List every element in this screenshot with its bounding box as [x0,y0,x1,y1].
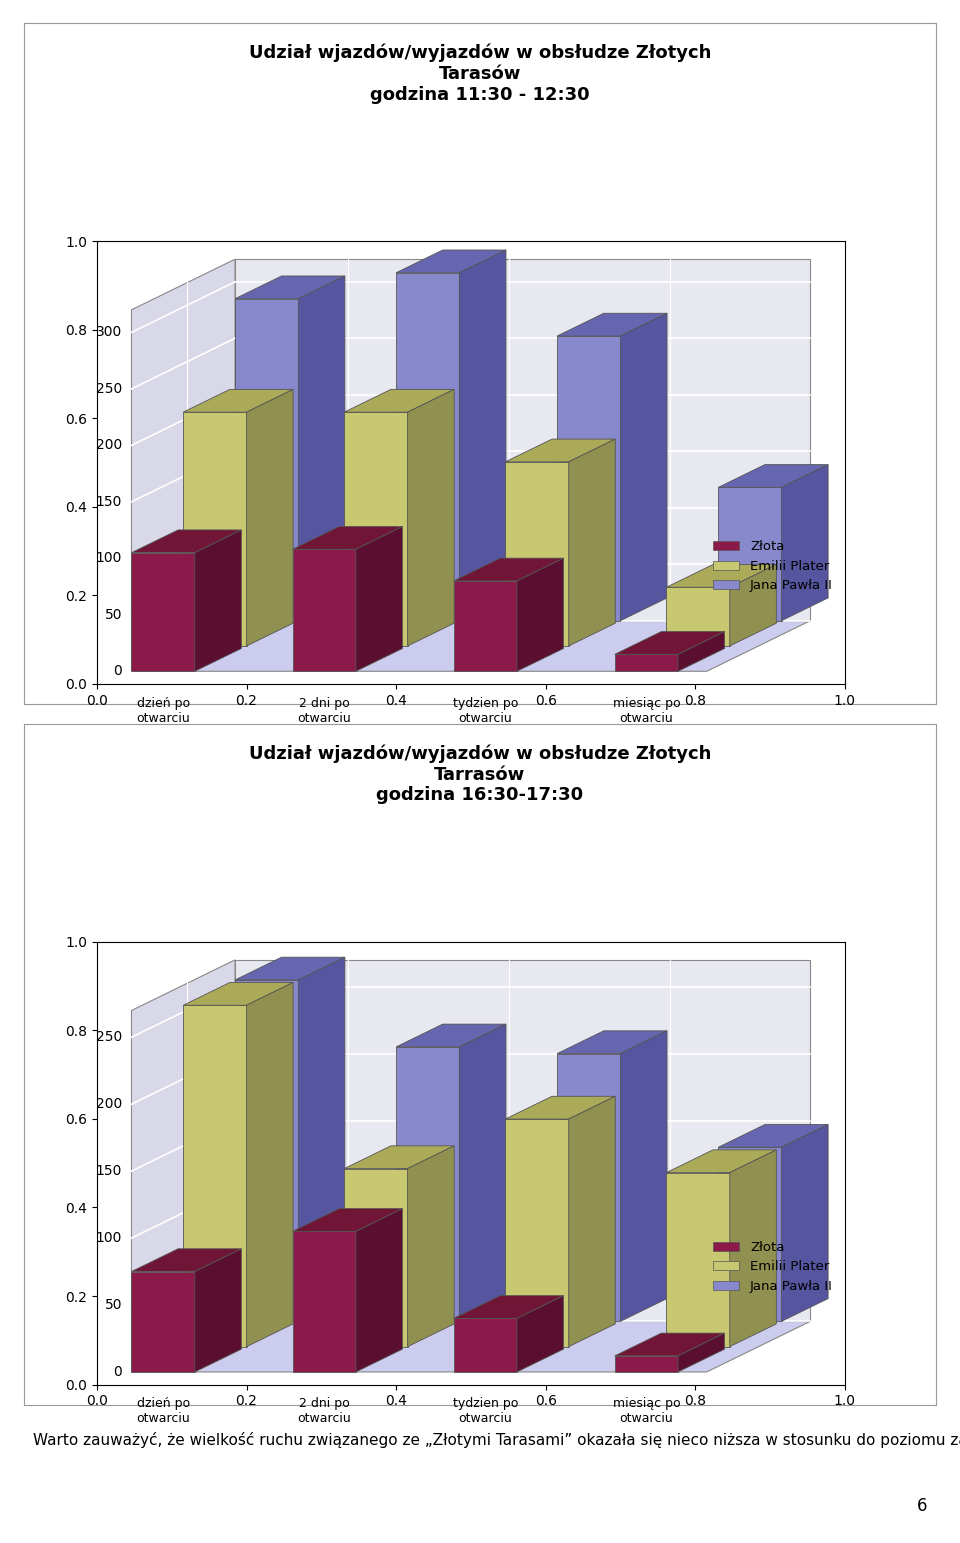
Text: Udział wjazdów/wyjazdów w obsłudze Złotych
Tarrasów
godzina 16:30-17:30: Udział wjazdów/wyjazdów w obsłudze Złoty… [249,744,711,804]
Text: Udział wjazdów/wyjazdów w obsłudze Złotych
Tarasów
godzina 11:30 - 12:30: Udział wjazdów/wyjazdów w obsłudze Złoty… [249,43,711,103]
Text: Warto zauważyć, że wielkość ruchu związanego ze „Złotymi Tarasami” okazała się n: Warto zauważyć, że wielkość ruchu związa… [33,1432,960,1449]
Text: 6: 6 [917,1497,927,1515]
